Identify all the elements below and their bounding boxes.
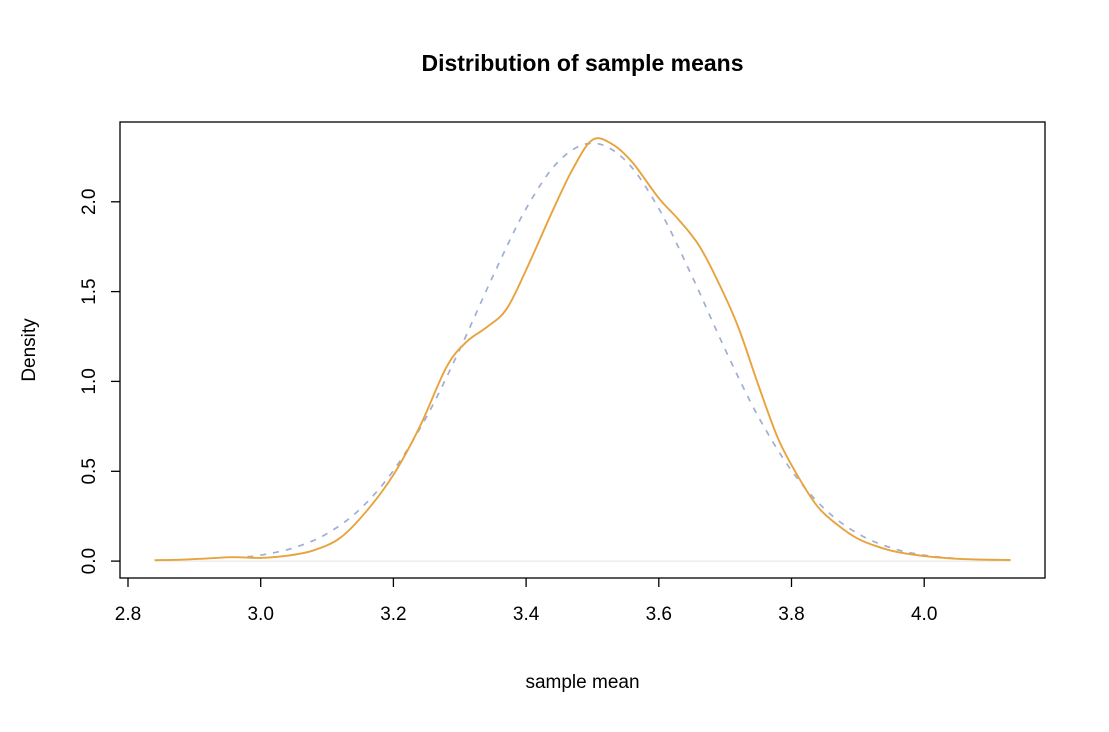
y-tick-label: 1.0 <box>79 368 100 394</box>
y-tick-label: 0.5 <box>79 458 100 484</box>
y-tick-label: 1.5 <box>79 278 100 304</box>
x-tick-label: 3.6 <box>646 604 672 625</box>
normal-curve-dashed <box>247 142 958 560</box>
y-tick-label: 2.0 <box>79 189 100 215</box>
x-tick-label: 3.0 <box>247 604 273 625</box>
x-axis-title: sample mean <box>525 672 640 693</box>
density-curve-solid <box>154 137 1011 562</box>
x-tick-label: 3.8 <box>778 604 804 625</box>
plot-frame <box>119 121 1046 579</box>
y-tick-label: 0.0 <box>79 548 100 574</box>
x-tick-label: 3.2 <box>380 604 406 625</box>
x-tick-label: 2.8 <box>115 604 141 625</box>
x-tick-label: 4.0 <box>911 604 937 625</box>
chart-title: Distribution of sample means <box>421 50 744 76</box>
x-tick-label: 3.4 <box>513 604 540 625</box>
